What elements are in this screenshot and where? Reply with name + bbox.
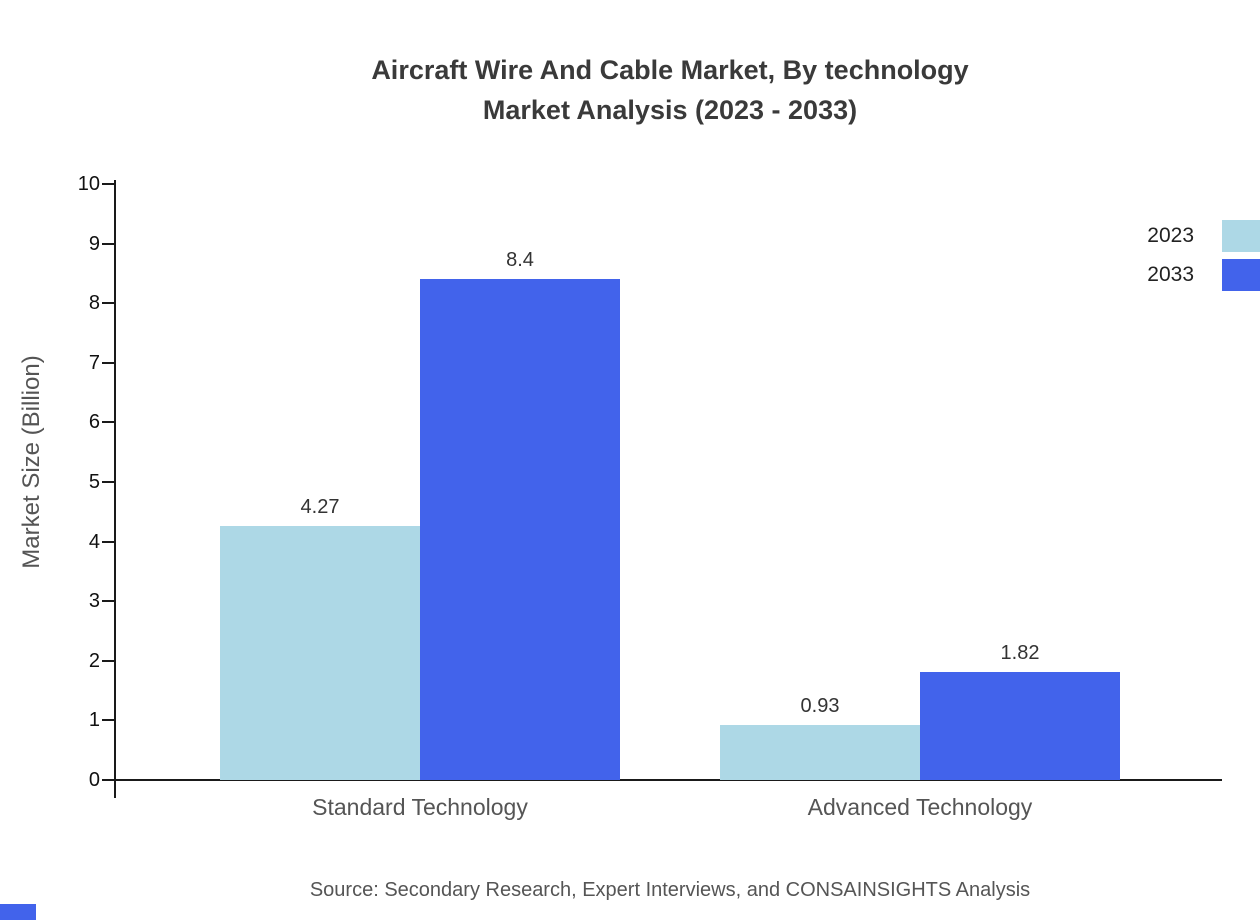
legend-swatch-icon [1222,259,1260,291]
y-axis-tick-label: 5 [88,471,100,493]
bar-2023 [220,526,420,780]
bar-value-label: 0.93 [800,695,840,717]
y-axis-tick-label: 7 [88,351,100,374]
x-axis-line [108,779,1222,781]
bar-value-label: 4.27 [300,496,340,518]
chart-title: Aircraft Wire And Cable Market, By techn… [75,50,1260,130]
bar-2023 [720,725,920,780]
bar-value-label: 8.4 [506,249,534,271]
y-axis-tick [102,481,114,483]
y-axis-tick-label: 10 [77,173,100,195]
y-axis-tick [102,242,114,245]
legend: 2023 2033 [1147,220,1260,291]
y-axis-tick [102,600,114,603]
x-axis-category-label: Advanced Technology [807,794,1033,820]
y-axis-tick-label: 3 [88,590,100,613]
y-axis-tick [102,421,114,424]
x-axis-category-label: Standard Technology [312,794,528,820]
y-axis-tick-label: 2 [88,649,100,672]
y-axis-tick [102,361,114,364]
y-axis-tick-label: 4 [88,530,100,553]
chart-title-line1: Aircraft Wire And Cable Market, By techn… [371,55,969,85]
y-axis-tick-label: 6 [88,411,100,434]
y-axis-tick-label: 1 [88,709,100,732]
y-axis-tick [102,779,114,781]
source-note: Source: Secondary Research, Expert Inter… [309,879,1031,901]
y-axis-tick [102,183,114,185]
y-axis-tick [102,659,114,662]
legend-swatch-icon [1222,220,1260,252]
bar-value-label: 1.82 [1000,642,1040,664]
y-axis-title: Market Size (Billion) [18,355,45,569]
y-axis-tick [102,719,114,722]
y-axis-tick [102,302,114,305]
y-axis-tick-label: 0 [88,769,100,791]
legend-label: 2023 [1147,224,1194,247]
y-axis-tick-label: 8 [88,292,100,315]
y-axis-line [114,180,116,798]
bar-2033 [920,672,1120,780]
legend-item-2033: 2033 [1147,259,1260,291]
legend-item-2023: 2023 [1147,220,1260,252]
logo-mark [0,904,36,920]
y-axis-tick [102,540,114,543]
bar-2033 [420,279,620,780]
legend-label: 2033 [1147,263,1194,286]
chart-title-line2: Market Analysis (2023 - 2033) [482,95,858,125]
y-axis-tick-label: 9 [88,232,100,255]
